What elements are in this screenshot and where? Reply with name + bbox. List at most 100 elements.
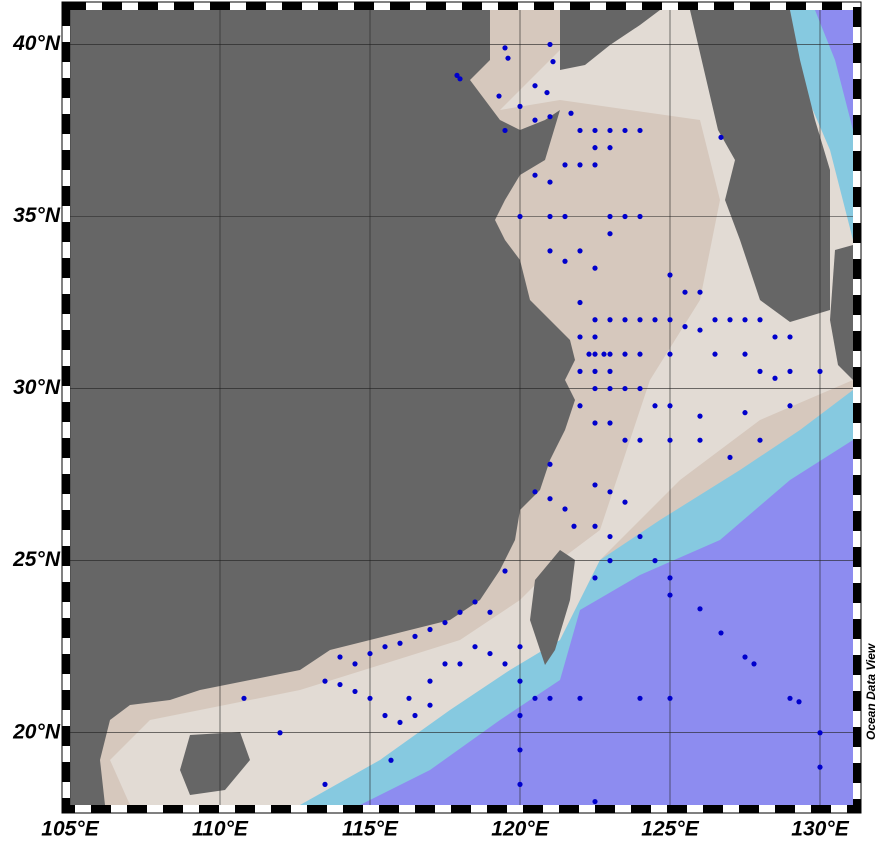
station [607, 127, 613, 134]
station [337, 654, 343, 660]
station [472, 644, 478, 650]
station [442, 619, 448, 626]
station [742, 317, 748, 323]
station [592, 368, 598, 374]
station [367, 650, 373, 657]
y-tick-label: 40°N [12, 32, 61, 55]
station [637, 351, 643, 357]
station [682, 289, 688, 295]
station [787, 403, 793, 409]
station [547, 496, 553, 502]
station [727, 317, 733, 323]
station [607, 533, 613, 540]
station [577, 368, 583, 374]
station [667, 695, 673, 701]
station [397, 640, 403, 646]
station [472, 599, 478, 605]
station [487, 650, 493, 657]
station [532, 695, 538, 701]
station [667, 592, 673, 598]
station [607, 558, 613, 564]
station [337, 681, 343, 688]
station [532, 489, 538, 495]
station [592, 420, 598, 426]
station [817, 764, 823, 770]
station [607, 420, 613, 426]
station [607, 351, 613, 357]
station [382, 644, 388, 650]
frame-outline [61, 1, 862, 814]
station [637, 695, 643, 701]
station [592, 145, 598, 151]
credit: Ocean Data View [864, 643, 878, 740]
station [607, 145, 613, 151]
station [622, 351, 628, 357]
station [622, 213, 628, 220]
station [592, 162, 598, 168]
station [577, 695, 583, 701]
station [592, 385, 598, 392]
station [532, 83, 538, 89]
station [544, 89, 550, 96]
station [592, 127, 598, 134]
x-tick-label: 125°E [641, 818, 699, 841]
station [592, 317, 598, 323]
station [547, 41, 553, 48]
stations [241, 41, 823, 805]
station [772, 334, 778, 340]
station [787, 334, 793, 340]
station [787, 368, 793, 374]
station [547, 461, 553, 467]
station [712, 351, 718, 357]
x-tick-label: 120°E [491, 818, 549, 841]
station [817, 368, 823, 374]
station [571, 523, 577, 529]
station [757, 368, 763, 374]
station [517, 678, 523, 684]
station [241, 695, 247, 701]
station [697, 606, 703, 612]
station [727, 454, 733, 461]
japan-sea-deep [815, 10, 853, 130]
station [577, 299, 583, 306]
station [667, 437, 673, 443]
station [592, 798, 598, 805]
station [607, 489, 613, 495]
x-tick-label: 105°E [41, 818, 99, 841]
station [517, 213, 523, 220]
basemap [70, 10, 853, 805]
y-tick-label: 20°N [12, 720, 61, 743]
station [577, 162, 583, 168]
station [757, 437, 763, 443]
station [607, 368, 613, 374]
station [652, 558, 658, 564]
y-tick-label: 35°N [13, 204, 61, 227]
station [517, 644, 523, 650]
station [637, 127, 643, 134]
station [532, 117, 538, 123]
station [502, 568, 508, 574]
station [277, 730, 283, 736]
station [652, 403, 658, 409]
station [622, 437, 628, 443]
station [352, 688, 358, 695]
station [667, 403, 673, 409]
station [592, 482, 598, 488]
station [427, 678, 433, 684]
station [667, 272, 673, 278]
mainland [70, 10, 575, 805]
station [562, 258, 568, 264]
station [592, 265, 598, 271]
station [427, 626, 433, 633]
station [427, 702, 433, 708]
station [577, 403, 583, 409]
station [592, 334, 598, 340]
station [622, 499, 628, 505]
station [607, 385, 613, 392]
station [517, 747, 523, 753]
station [667, 575, 673, 581]
deep-sea [360, 440, 853, 805]
station [547, 114, 553, 120]
station [697, 327, 703, 333]
